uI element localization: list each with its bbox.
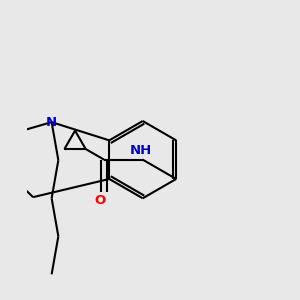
Text: NH: NH — [130, 144, 152, 157]
Text: O: O — [94, 194, 106, 207]
Text: N: N — [46, 116, 57, 129]
